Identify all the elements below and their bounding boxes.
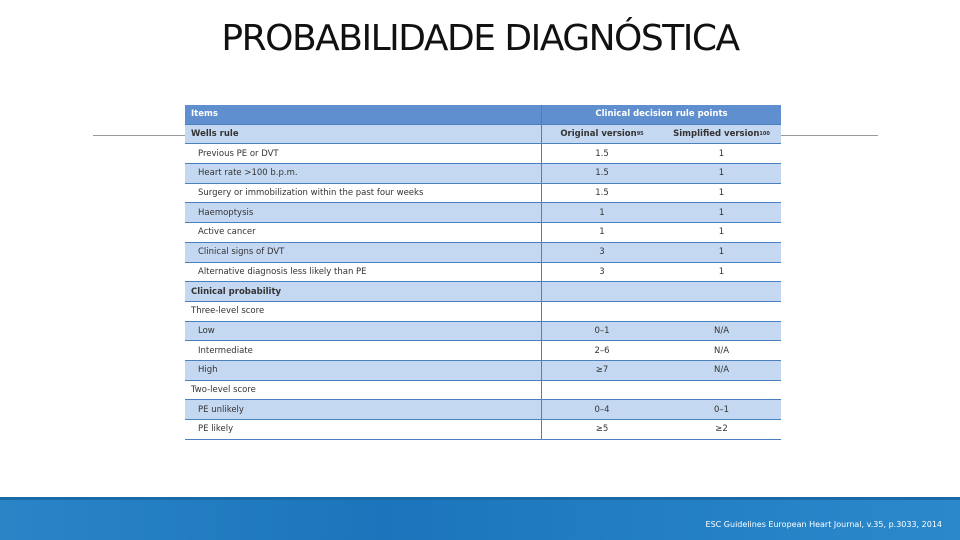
table-cell — [542, 302, 781, 321]
slide-title: PROBABILIDADE DIAGNÓSTICA — [221, 18, 740, 59]
table-row: Surgery or immobilization within the pas… — [185, 183, 781, 204]
table-cell: Low — [185, 321, 542, 341]
table-cell: Active cancer — [185, 223, 542, 242]
table-row: Low 0–1 N/A — [185, 321, 781, 342]
table-cell: 1 — [718, 227, 725, 238]
table-row: Intermediate 2–6 N/A — [185, 341, 781, 361]
table-cell: 1.5 — [595, 148, 609, 159]
table-cell: 3 — [599, 247, 605, 258]
column-header: Simplified version 100 — [662, 125, 781, 144]
divider-left — [93, 135, 185, 136]
table-cell: 0–4 — [594, 404, 610, 415]
table-cell: 3 — [599, 266, 605, 277]
table-cell: ≥5 — [595, 424, 609, 435]
table-cell: N/A — [713, 365, 730, 376]
table-row: Clinical signs of DVT 3 1 — [185, 242, 781, 263]
table-cell — [542, 282, 781, 301]
table-cell: Heart rate >100 b.p.m. — [185, 164, 542, 183]
table-cell: High — [185, 360, 542, 380]
divider-right — [781, 135, 878, 136]
table-row: High ≥7 N/A — [185, 360, 781, 381]
table-cell: 1 — [599, 207, 605, 218]
section-label: Clinical probability — [185, 282, 542, 301]
citation: ESC Guidelines European Heart Journal, v… — [705, 520, 942, 529]
table-cell: N/A — [713, 345, 730, 356]
table-row: Alternative diagnosis less likely than P… — [185, 262, 781, 283]
table-cell: Previous PE or DVT — [185, 144, 542, 164]
table-cell: PE unlikely — [185, 400, 542, 419]
column-reference: 100 — [759, 131, 770, 138]
table-cell: Intermediate — [185, 341, 542, 360]
table-cell: N/A — [713, 325, 730, 336]
table-cell: 1 — [599, 227, 605, 238]
table-cell: Clinical signs of DVT — [185, 242, 542, 262]
table-row: Previous PE or DVT 1.5 1 — [185, 144, 781, 165]
table: Items Clinical decision rule points Wells … — [185, 105, 781, 440]
table-cell: 1 — [718, 168, 725, 179]
table-cell: 1 — [718, 247, 725, 258]
table-header: Items Clinical decision rule points — [185, 105, 781, 125]
group-label: Two-level score — [185, 380, 542, 400]
section-label: Wells rule — [185, 124, 542, 144]
column-header: Original version 95 — [542, 125, 662, 144]
table-cell: 1.5 — [595, 168, 609, 179]
table-cell: 2–6 — [594, 345, 610, 356]
table-cell: 1 — [718, 207, 725, 218]
table-cell: Haemoptysis — [185, 203, 542, 223]
footer-bar — [0, 497, 960, 540]
table-row: PE unlikely 0–4 0–1 — [185, 400, 781, 420]
column-title: Original version — [560, 129, 637, 140]
table-cell — [542, 381, 781, 400]
table-cell: ≥7 — [595, 365, 609, 376]
table-cell: 1 — [718, 148, 725, 159]
table-cell: 1.5 — [595, 188, 609, 199]
table-row: Clinical probability — [185, 282, 781, 302]
table-row: Wells rule Original version 95 Simplified v… — [185, 124, 781, 145]
column-reference: 95 — [636, 131, 644, 138]
table-cell: ≥2 — [715, 424, 728, 435]
header-cell: Clinical decision rule points — [595, 109, 728, 120]
table-cell: 0–1 — [713, 404, 730, 415]
table-cell: Alternative diagnosis less likely than P… — [185, 262, 542, 282]
table-row: Two-level score — [185, 380, 781, 401]
header-cell: Items — [185, 105, 542, 124]
table-row: Haemoptysis 1 1 — [185, 203, 781, 224]
column-title: Simplified version — [673, 129, 760, 140]
table-cell: Surgery or immobilization within the pas… — [185, 183, 542, 203]
table-cell: PE likely — [185, 420, 542, 439]
table-cell: 1 — [718, 266, 725, 277]
table-cell: 0–1 — [594, 325, 610, 336]
table-cell: 1 — [718, 188, 725, 199]
table-row: Three-level score — [185, 301, 781, 322]
group-label: Three-level score — [185, 301, 542, 321]
table-row: Heart rate >100 b.p.m. 1.5 1 — [185, 164, 781, 184]
table-row: Active cancer 1 1 — [185, 223, 781, 243]
table-row: PE likely ≥5 ≥2 — [185, 420, 781, 440]
